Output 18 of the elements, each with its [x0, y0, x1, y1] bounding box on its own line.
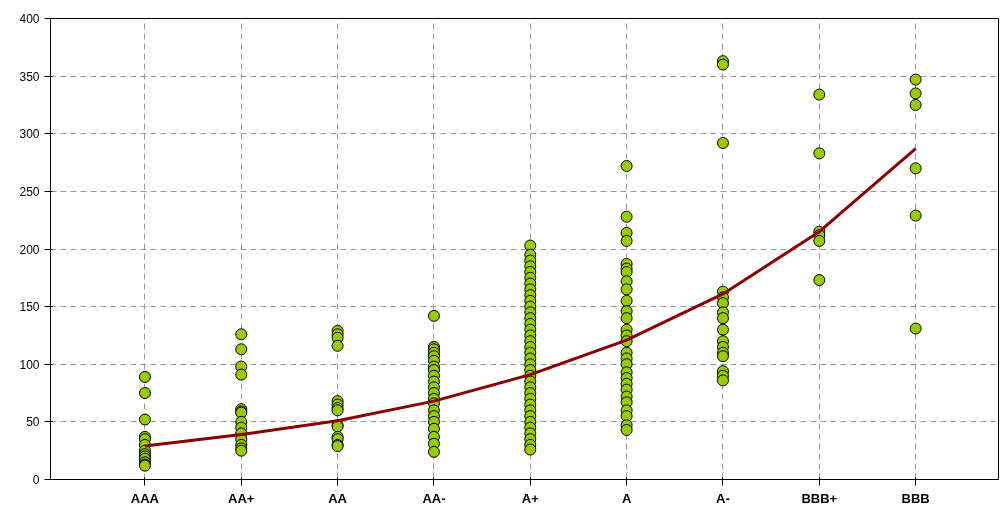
x-tick-label: BBB	[901, 490, 930, 506]
y-tick-label: 50	[26, 415, 40, 430]
x-tick-label: AA-	[422, 490, 446, 506]
y-tick-label: 150	[19, 300, 40, 315]
y-tick-label: 200	[19, 242, 40, 257]
x-tick-label: AAA	[130, 490, 160, 506]
y-tick-label: 300	[19, 127, 40, 142]
x-tick-label: A-	[716, 490, 730, 506]
y-tick-label: 0	[32, 473, 40, 487]
x-tick-label: A	[621, 490, 632, 506]
y-tick-label: 350	[19, 69, 40, 84]
x-tick-label: BBB+	[801, 490, 838, 506]
y-tick-label: 250	[19, 184, 40, 199]
x-tick-label: A+	[521, 490, 540, 506]
x-tick-label: AA+	[228, 490, 255, 506]
x-tick-label: AA	[328, 490, 348, 506]
y-tick-label: 100	[19, 357, 40, 372]
y-tick-label: 400	[19, 12, 40, 26]
